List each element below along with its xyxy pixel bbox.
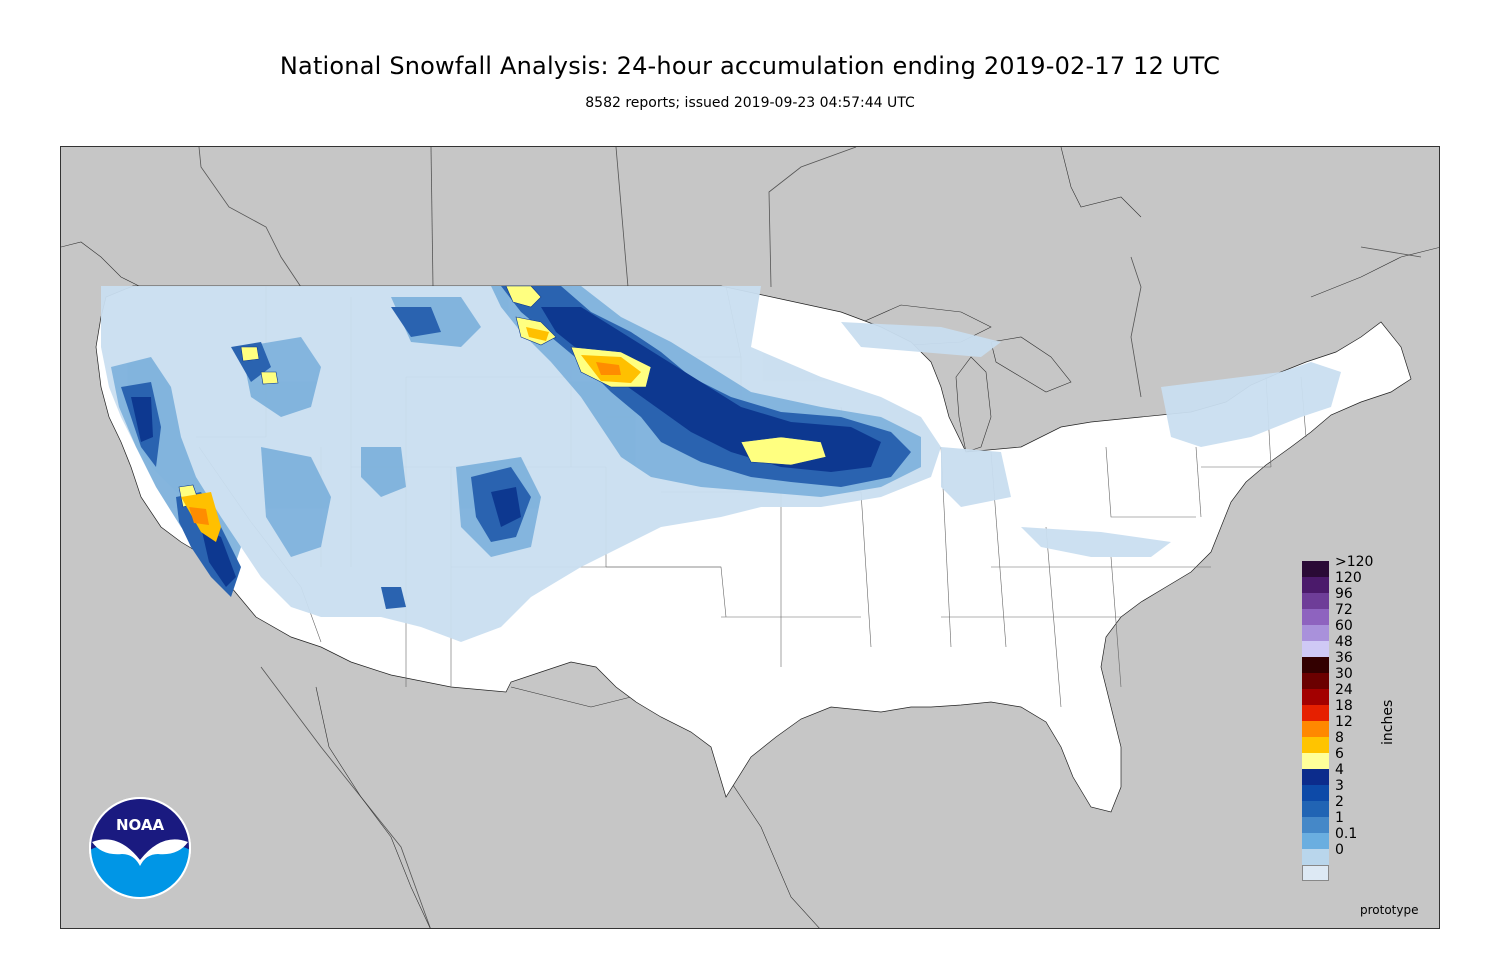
legend-swatch	[1302, 561, 1329, 577]
legend-swatch	[1302, 657, 1329, 673]
legend-label: 1	[1335, 810, 1344, 826]
legend-label: 8	[1335, 730, 1344, 746]
legend-swatch	[1302, 625, 1329, 641]
legend-label: 72	[1335, 602, 1353, 618]
legend-label: 6	[1335, 746, 1344, 762]
snow-deep-orange	[189, 362, 621, 525]
map-subtitle: 8582 reports; issued 2019-09-23 04:57:44…	[585, 95, 915, 111]
legend-label: 18	[1335, 698, 1353, 714]
legend-label: 4	[1335, 762, 1344, 778]
noaa-logo-text: NOAA	[116, 816, 165, 834]
legend-swatch	[1302, 673, 1329, 689]
legend-swatch	[1302, 609, 1329, 625]
legend-swatch	[1302, 801, 1329, 817]
legend-label: >120	[1335, 554, 1374, 570]
legend-label: 12	[1335, 714, 1353, 730]
legend-swatch	[1302, 593, 1329, 609]
noaa-logo: NOAA	[88, 796, 192, 904]
legend-label: 0	[1335, 842, 1344, 858]
legend-swatch	[1302, 753, 1329, 769]
map-title: National Snowfall Analysis: 24-hour accu…	[279, 52, 1221, 80]
legend-swatch	[1302, 721, 1329, 737]
legend-swatch	[1302, 833, 1329, 849]
legend-swatch	[1302, 689, 1329, 705]
legend-label: 36	[1335, 650, 1353, 666]
map-canvas	[61, 147, 1439, 928]
legend-label: 120	[1335, 570, 1362, 586]
legend-units-label: inches	[1380, 699, 1396, 745]
snowfall-map	[60, 146, 1440, 929]
legend-swatch	[1302, 785, 1329, 801]
legend-swatch	[1302, 737, 1329, 753]
legend-swatch	[1302, 705, 1329, 721]
legend-swatch	[1302, 577, 1329, 593]
prototype-note: prototype	[1360, 903, 1419, 917]
legend-label: 30	[1335, 666, 1353, 682]
legend-label: 96	[1335, 586, 1353, 602]
legend-label: 0.1	[1335, 826, 1358, 842]
snow-very-heavy	[131, 307, 881, 587]
legend-label: 60	[1335, 618, 1353, 634]
legend-swatch	[1302, 849, 1329, 865]
legend-swatch	[1302, 641, 1329, 657]
legend-label: 24	[1335, 682, 1353, 698]
legend-label: 48	[1335, 634, 1353, 650]
legend-label: 3	[1335, 778, 1344, 794]
legend-swatch	[1302, 817, 1329, 833]
legend-swatch	[1302, 865, 1329, 881]
legend-swatch	[1302, 769, 1329, 785]
legend-label: 2	[1335, 794, 1344, 810]
